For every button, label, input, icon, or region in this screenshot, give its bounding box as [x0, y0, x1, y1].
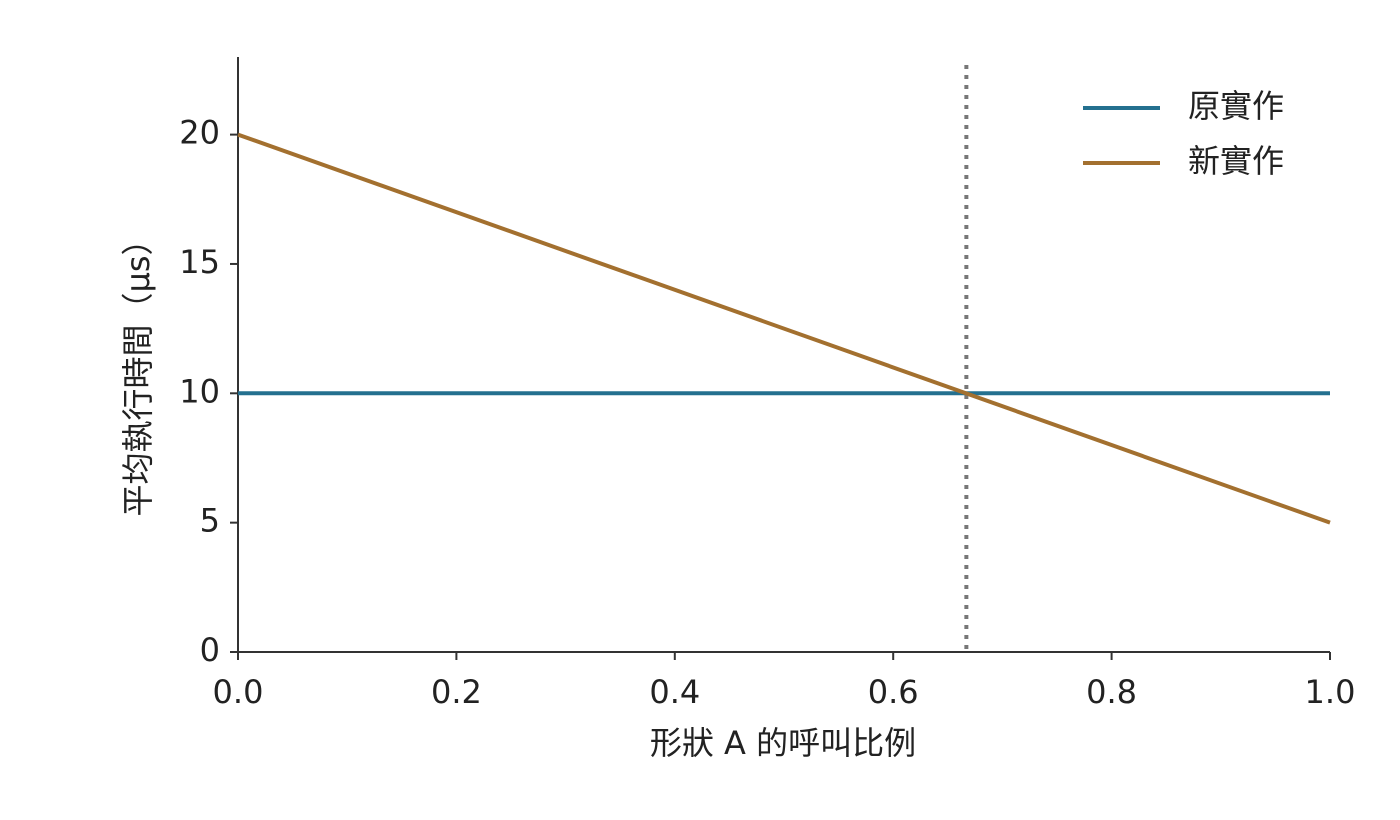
x-tick-label: 0.6: [868, 673, 919, 711]
legend-label: 新實作: [1188, 142, 1284, 180]
series-line: [237, 132, 1331, 525]
x-tick-label: 1.0: [1305, 673, 1356, 711]
x-tick-label: 0.0: [213, 673, 264, 711]
x-axis-label: 形狀 A 的呼叫比例: [650, 724, 916, 762]
y-tick-label: 5: [200, 502, 220, 540]
x-tick-label: 0.2: [431, 673, 482, 711]
x-tick-label: 0.4: [649, 673, 700, 711]
y-tick-label: 0: [200, 631, 220, 669]
y-tick-label: 15: [179, 243, 220, 281]
legend-label: 原實作: [1188, 87, 1284, 125]
y-tick-label: 10: [179, 372, 220, 410]
y-axis-label: 平均執行時間（μs）: [119, 223, 157, 516]
y-tick-label: 20: [179, 114, 220, 152]
x-tick-label: 0.8: [1086, 673, 1137, 711]
